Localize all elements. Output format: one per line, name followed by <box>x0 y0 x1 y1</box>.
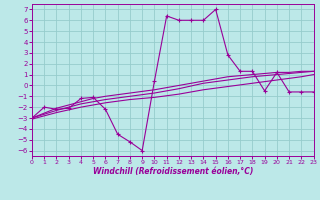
X-axis label: Windchill (Refroidissement éolien,°C): Windchill (Refroidissement éolien,°C) <box>92 167 253 176</box>
